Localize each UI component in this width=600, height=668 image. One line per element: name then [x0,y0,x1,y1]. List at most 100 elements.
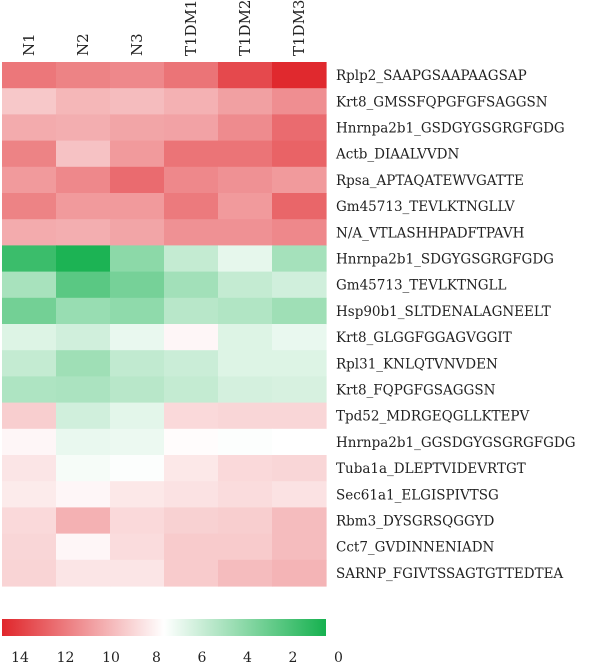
row-label: Tpd52_MDRGEQGLLKTEPV [336,409,529,425]
heatmap-cell [218,428,273,456]
heatmap-cell [218,193,273,220]
heatmap-cell [218,62,273,89]
heatmap-cell [272,533,327,561]
heatmap-cell [218,219,273,246]
heatmap-cell [2,428,57,456]
heatmap-cell [110,350,165,377]
heatmap-cell [56,62,111,89]
heatmap-cell [164,507,219,535]
heatmap-cell [218,455,273,482]
heatmap-cell [2,62,57,89]
row-label: Rpsa_APTAQATEWVGATTE [336,173,524,189]
heatmap-cell [56,297,111,325]
heatmap-cell [2,507,57,535]
heatmap-cell [110,245,165,273]
heatmap-cell [56,376,111,404]
heatmap-cell [164,455,219,482]
heatmap-cell [272,376,327,404]
heatmap-cell [164,114,219,142]
row-label: Krt8_GLGGFGGAGVGGIT [336,330,512,346]
heatmap-cell [56,402,111,430]
heatmap-cell [110,166,165,194]
heatmap-cell [218,324,273,351]
row-label: Sec61a1_ELGISPIVTSG [336,487,499,503]
colorbar [2,619,326,636]
heatmap-cell [164,297,219,325]
colorbar-tick-label: 14 [11,650,29,666]
colorbar-tick-label: 8 [152,650,161,666]
heatmap-cell [272,114,327,142]
heatmap-cell [2,455,57,482]
row-label: Hsp90b1_SLTDENALAGNEELT [336,304,551,320]
heatmap-cell [164,62,219,89]
heatmap-cell [110,88,165,115]
heatmap-cell [218,166,273,194]
heatmap-cell [218,350,273,377]
row-label: Hnrnpa2b1_GSDGYGSGRGFGDG [336,121,565,137]
heatmap-cell [164,271,219,299]
heatmap-cell [272,166,327,194]
column-label: T1DM2 [236,0,254,56]
row-label: Tuba1a_DLEPTVIDEVRTGT [336,461,526,477]
heatmap-cell [110,114,165,142]
heatmap-cell [2,114,57,142]
heatmap-cell [272,271,327,299]
heatmap-cell [164,166,219,194]
row-label: Krt8_FQPGFGSAGGSN [336,383,496,399]
heatmap-cell [110,402,165,430]
heatmap-cell [110,324,165,351]
row-label: Gm45713_TEVLKTNGLL [336,278,507,294]
heatmap-cell [272,559,327,587]
heatmap-cell [218,376,273,404]
heatmap-cell [272,140,327,168]
column-label: N3 [128,33,146,56]
heatmap-cell [218,507,273,535]
row-label: N/A_VTLASHHPADFTPAVH [336,225,525,241]
heatmap-cell [272,193,327,220]
colorbar-tick-label: 2 [289,650,298,666]
heatmap-cell [2,88,57,115]
row-label: Gm45713_TEVLKTNGLLV [336,199,515,215]
row-label: SARNP_FGIVTSSAGTGTTEDTEA [336,566,563,582]
heatmap-cell [110,428,165,456]
heatmap-cell [164,324,219,351]
heatmap-cell [2,559,57,587]
heatmap-cell [2,324,57,351]
heatmap-cell [164,428,219,456]
heatmap-cell [218,402,273,430]
heatmap-cell [56,481,111,508]
heatmap-cell [56,140,111,168]
heatmap-cell [164,376,219,404]
colorbar-tick-label: 0 [334,650,343,666]
heatmap-cell [164,350,219,377]
heatmap-cell [2,166,57,194]
row-label: Rpl31_KNLQTVNVDEN [336,356,498,372]
colorbar-tick-label: 12 [57,650,75,666]
heatmap-cell [272,507,327,535]
heatmap-cell [110,140,165,168]
heatmap-cell [56,88,111,115]
heatmap-cell [2,350,57,377]
heatmap-cell [272,428,327,456]
column-label: T1DM3 [290,0,308,56]
heatmap-cell [56,219,111,246]
heatmap-cell [110,559,165,587]
heatmap-cell [164,193,219,220]
heatmap-cell [218,481,273,508]
heatmap-cell [272,88,327,115]
colorbar-tick-label: 4 [243,650,252,666]
row-labels: Rplp2_SAAPGSAAPAAGSAP Krt8_GMSSFQPGFGFSAG… [335,68,576,582]
heatmap-cell [56,428,111,456]
heatmap-cell [110,507,165,535]
heatmap-cell [218,559,273,587]
row-label: Rplp2_SAAPGSAAPAAGSAP [336,68,527,84]
heatmap-cell [164,402,219,430]
column-label: N1 [20,33,38,56]
heatmap-cell [164,481,219,508]
heatmap-cell [110,193,165,220]
heatmap-cell [56,114,111,142]
column-label: T1DM1 [182,0,200,56]
heatmap-cell [56,324,111,351]
heatmap-cell [56,350,111,377]
